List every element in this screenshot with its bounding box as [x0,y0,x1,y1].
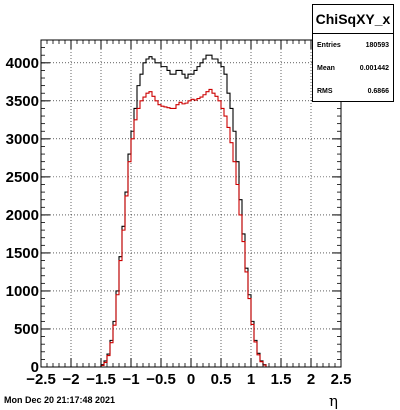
stats-value: 0.6866 [367,88,389,95]
stats-value: 180593 [365,42,389,49]
stats-label: Mean [317,65,335,72]
y-tick-label: 500 [14,321,39,338]
plot-frame [40,39,342,368]
x-axis-title: η [329,392,338,410]
x-tick-label: −0.5 [146,371,176,388]
y-tick-label: 3500 [6,93,39,110]
y-tick-label: 3000 [6,131,39,148]
stats-row-entries: Entries 180593 [313,34,393,57]
x-tick-label: −1 [122,371,139,388]
x-tick-label: −2 [62,371,79,388]
y-tick-label: 1000 [6,283,39,300]
stats-row-mean: Mean 0.001442 [313,57,393,80]
x-tick-label: 1.5 [271,371,292,388]
stats-value: 0.001442 [359,65,389,72]
x-tick-label: −2.5 [26,371,56,388]
x-tick-label: 2 [307,371,315,388]
timestamp: Mon Dec 20 21:17:48 2021 [4,395,116,405]
y-tick-label: 4000 [6,55,39,72]
x-tick-label: 1 [247,371,255,388]
y-tick-label: 0 [31,359,39,376]
stats-label: Entries [317,42,341,49]
stats-label: RMS [317,88,333,95]
y-tick-label: 2000 [6,207,39,224]
x-tick-label: 0 [187,371,195,388]
x-tick-label: 2.5 [331,371,352,388]
y-tick-label: 2500 [6,169,39,186]
y-tick-label: 1500 [6,245,39,262]
x-tick-label: −1.5 [86,371,116,388]
stats-title: ChiSqXY_x [313,5,393,34]
histogram-series-1 [41,88,341,368]
x-tick-label: 0.5 [211,371,232,388]
stats-box: ChiSqXY_x Entries 180593 Mean 0.001442 R… [312,4,394,102]
stats-row-rms: RMS 0.6866 [313,80,393,103]
